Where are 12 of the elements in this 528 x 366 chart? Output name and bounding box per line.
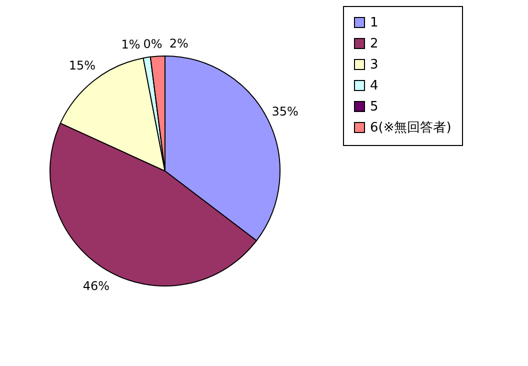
legend-label: 6(※無回答者) [370,120,452,136]
legend-label: 4 [370,78,378,94]
text: 0% [143,37,162,52]
data-label: 46% [82,278,110,293]
legend-label: 1 [370,16,378,30]
data-label: 1% [121,38,140,52]
legend-label: 2 [370,36,378,52]
data-label: 15% [68,58,96,73]
data-label: 35% [272,104,298,118]
legend-label: 5 [370,100,378,114]
data-label: 2% [169,36,188,50]
legend-label: 3 [370,58,378,72]
